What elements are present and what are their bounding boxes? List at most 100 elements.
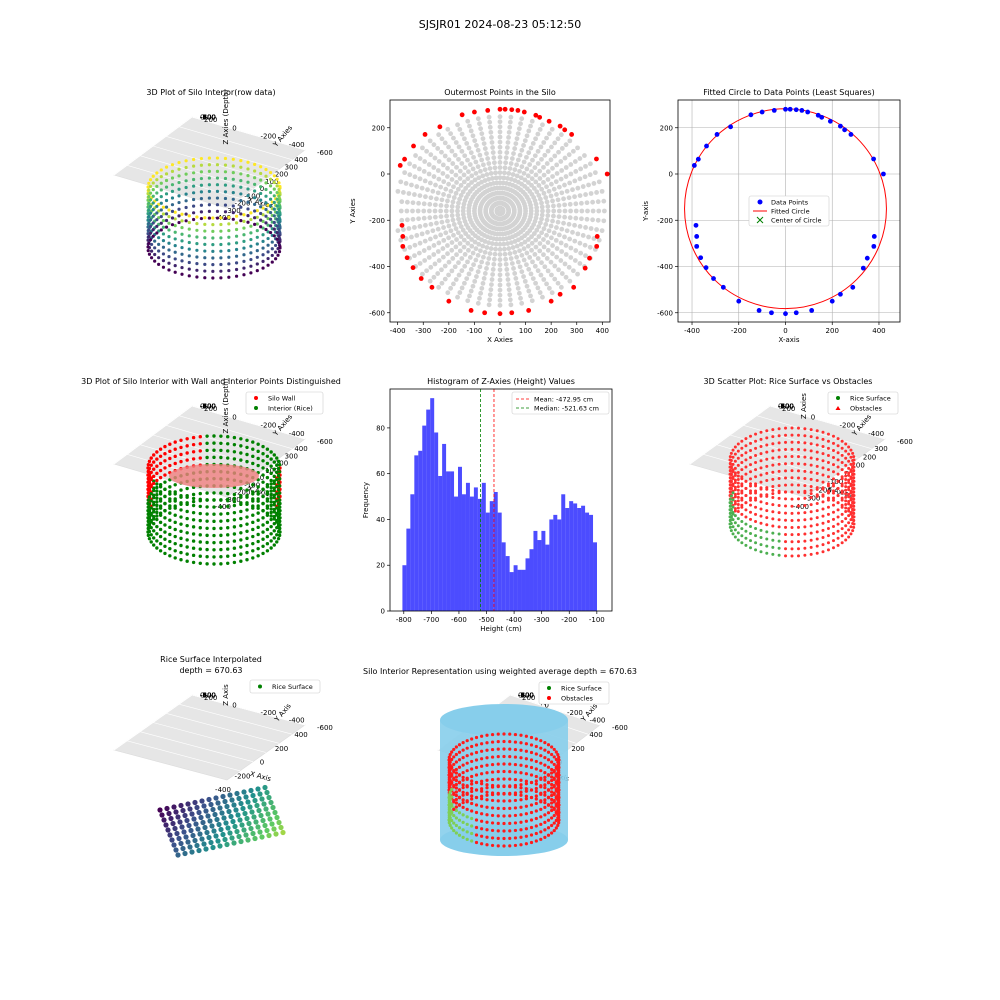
surface-point [147,495,152,499]
surface-point [191,450,196,454]
surface-point [232,499,237,504]
x-tick-label: 0 [260,474,264,482]
surface-point [474,825,479,830]
surface-point [196,809,202,816]
interior-point [578,250,584,256]
surface-point [815,516,819,520]
surface-point [278,198,282,202]
surface-point [203,236,207,240]
surface-point [784,532,788,536]
surface-point [502,784,506,789]
interior-point [516,290,522,296]
interior-point [566,152,572,158]
surface-point [272,543,276,547]
interior-point [497,160,503,165]
interior-point [573,169,579,174]
surface-point [539,739,543,743]
surface-point [199,216,204,221]
surface-point [744,508,748,512]
surface-point [831,448,835,452]
outermost-point [411,143,416,149]
interior-point [538,272,544,278]
surface-point [502,754,506,759]
surface-point [474,773,479,777]
surface-point [485,813,489,817]
interior-point [462,252,468,257]
interior-point [497,139,503,145]
surface-point [272,481,276,486]
surface-point [239,205,243,209]
surface-point [851,508,855,512]
surface-point [185,545,189,549]
surface-point [191,816,197,822]
surface-point [152,500,156,505]
surface-point [264,187,268,192]
surface-point [265,447,270,451]
surface-point [184,159,188,163]
interior-point [534,208,540,214]
surface-point [550,745,554,749]
surface-point [480,742,484,746]
interior-point [487,166,493,171]
surface-point [502,739,506,744]
interior-point [462,165,468,170]
surface-point [146,249,150,253]
surface-point [177,207,181,211]
surface-point [155,539,159,543]
surface-point [784,462,788,466]
surface-point [223,156,228,161]
surface-point [211,249,215,253]
surface-point [163,451,167,456]
surface-point [790,540,794,544]
surface-point [227,792,233,798]
interior-point [427,236,433,242]
histogram-bar [513,565,518,611]
y-tick-label: 0 [381,171,385,179]
surface-point [821,445,825,449]
surface-point [159,228,163,232]
outermost-point [400,243,406,249]
interior-point [506,209,512,215]
interior-point [492,251,498,257]
surface-point [524,772,528,776]
surface-point [457,750,462,754]
surface-point [168,449,172,454]
interior-point [535,285,541,291]
surface-point [496,799,500,803]
pane-grid [113,405,193,465]
interior-point [445,126,451,132]
surface-point [840,439,844,443]
interior-point [465,118,471,124]
surface-point [554,795,558,799]
interior-point [467,293,472,299]
outermost-point [410,265,416,271]
interior-point [457,248,463,254]
surface-point [550,801,554,805]
surface-point [173,497,177,501]
surface-point [275,177,279,181]
interior-point [446,272,451,278]
surface-point [278,238,282,242]
surface-point [790,518,794,522]
surface-point [198,814,204,821]
surface-point [146,519,151,524]
surface-point [803,484,807,488]
surface-point [749,448,753,452]
data-point [693,222,699,228]
surface-point [251,497,255,501]
interior-point [484,266,489,271]
surface-point [731,477,735,481]
surface-point [852,512,856,516]
surface-point [187,806,193,812]
interior-point [462,136,467,142]
surface-point [826,446,830,450]
outermost-point [509,107,515,113]
surface-point [485,748,489,752]
surface-point [543,741,547,745]
wall-band [169,464,259,488]
surface-point [790,526,794,530]
interior-point [487,251,493,256]
surface-point [502,814,506,818]
surface-point [245,799,251,805]
surface-point [543,828,547,832]
